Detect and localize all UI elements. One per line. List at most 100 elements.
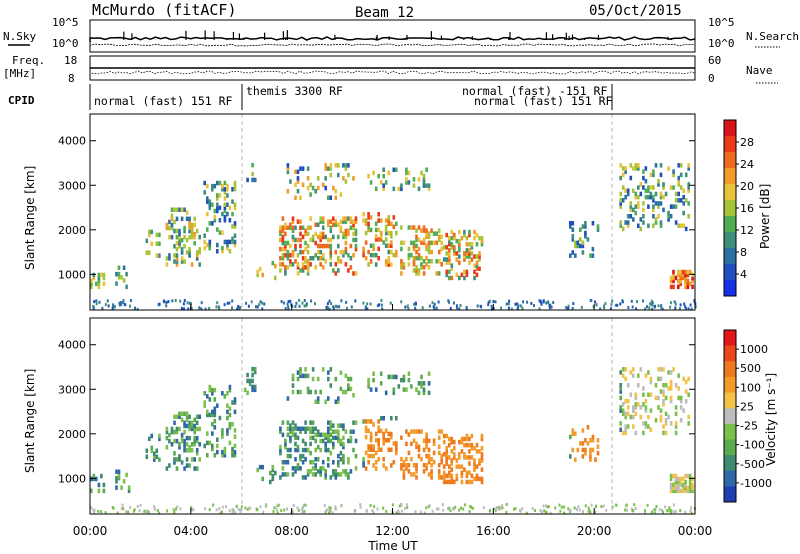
range-gate-cell	[208, 202, 212, 207]
range-gate-cell	[342, 219, 345, 224]
range-gate-cell	[531, 507, 534, 510]
range-gate-cell	[364, 434, 368, 440]
range-gate-cell	[626, 188, 630, 193]
range-gate-cell	[448, 470, 451, 475]
range-gate-cell	[669, 485, 673, 491]
range-gate-cell	[442, 452, 446, 457]
range-gate-cell	[380, 303, 383, 307]
range-gate-cell	[664, 505, 667, 509]
range-gate-cell	[460, 479, 464, 485]
range-gate-cell	[279, 225, 282, 230]
range-gate-cell	[667, 370, 670, 375]
range-gate-cell	[344, 219, 348, 224]
range-gate-cell	[291, 216, 295, 221]
range-gate-cell	[387, 218, 391, 223]
nave-tick-low: 0	[708, 72, 715, 85]
range-gate-cell	[239, 509, 242, 513]
range-gate-cell	[672, 204, 675, 209]
range-gate-cell	[367, 249, 370, 255]
range-gate-cell	[579, 243, 582, 249]
range-gate-cell	[445, 245, 448, 250]
cpid-segment-2: themis 3300 RF	[246, 84, 343, 98]
range-gate-cell	[111, 306, 114, 310]
range-gate-cell	[319, 219, 322, 224]
range-gate-cell	[619, 427, 622, 432]
range-gate-cell	[115, 475, 118, 481]
range-gate-cell	[153, 454, 156, 459]
range-gate-cell	[280, 300, 283, 304]
range-gate-cell	[659, 389, 663, 394]
range-gate-cell	[649, 408, 653, 413]
range-gate-cell	[490, 304, 493, 308]
range-gate-cell	[366, 307, 369, 311]
range-gate-cell	[306, 262, 310, 267]
range-gate-cell	[642, 402, 645, 407]
range-gate-cell	[314, 438, 317, 444]
range-gate-cell	[480, 242, 484, 247]
range-gate-cell	[233, 409, 237, 415]
range-gate-cell	[647, 414, 650, 420]
range-gate-cell	[231, 211, 234, 217]
range-gate-cell	[329, 509, 332, 513]
range-gate-cell	[314, 472, 317, 477]
range-gate-cell	[146, 509, 149, 513]
range-gate-cell	[435, 231, 438, 236]
range-gate-cell	[286, 447, 290, 453]
range-gate-cell	[319, 243, 322, 249]
range-gate-cell	[218, 507, 221, 511]
range-gate-cell	[129, 304, 131, 308]
range-gate-cell	[417, 255, 421, 261]
range-gate-cell	[425, 262, 428, 267]
range-gate-cell	[635, 307, 638, 311]
range-gate-cell	[463, 442, 466, 448]
range-gate-cell	[337, 438, 340, 444]
range-gate-cell	[289, 453, 292, 459]
range-gate-cell	[400, 377, 403, 383]
range-gate-cell	[304, 265, 307, 270]
range-gate-cell	[674, 430, 678, 436]
range-gate-cell	[326, 302, 329, 306]
range-gate-cell	[364, 425, 368, 430]
range-gate-cell	[208, 239, 212, 245]
range-gate-cell	[329, 228, 333, 234]
range-gate-cell	[392, 441, 396, 446]
range-gate-cell	[304, 256, 307, 261]
range-gate-cell	[473, 229, 476, 235]
range-gate-cell	[460, 464, 464, 469]
range-gate-cell	[468, 436, 471, 442]
range-gate-cell	[392, 186, 396, 192]
range-gate-cell	[445, 272, 448, 278]
range-gate-cell	[412, 472, 416, 477]
range-gate-cell	[432, 240, 436, 246]
range-gate-cell	[677, 488, 680, 494]
range-gate-cell	[155, 232, 159, 238]
range-gate-cell	[173, 460, 176, 465]
range-gate-cell	[581, 250, 585, 255]
range-gate-cell	[458, 229, 461, 235]
range-gate-cell	[410, 225, 413, 230]
range-gate-cell	[188, 222, 191, 228]
range-gate-cell	[316, 469, 320, 474]
range-gate-cell	[262, 510, 265, 514]
range-gate-cell	[421, 306, 424, 310]
range-gate-cell	[200, 307, 203, 311]
range-gate-cell	[367, 453, 370, 459]
range-gate-cell	[455, 464, 459, 469]
range-gate-cell	[673, 300, 676, 304]
range-gate-cell	[688, 485, 692, 491]
range-gate-cell	[97, 275, 101, 281]
range-gate-cell	[271, 260, 275, 266]
range-gate-cell	[299, 195, 302, 200]
range-gate-cell	[281, 420, 285, 425]
range-gate-cell	[311, 435, 315, 441]
range-gate-cell	[384, 180, 388, 185]
range-gate-cell	[165, 301, 168, 304]
range-gate-cell	[586, 237, 590, 242]
y-tick-label: 2000	[58, 224, 86, 237]
range-gate-cell	[309, 216, 312, 221]
range-gate-cell	[415, 249, 418, 255]
range-gate-cell	[422, 180, 426, 185]
range-gate-cell	[392, 252, 396, 258]
range-gate-cell	[455, 238, 459, 244]
